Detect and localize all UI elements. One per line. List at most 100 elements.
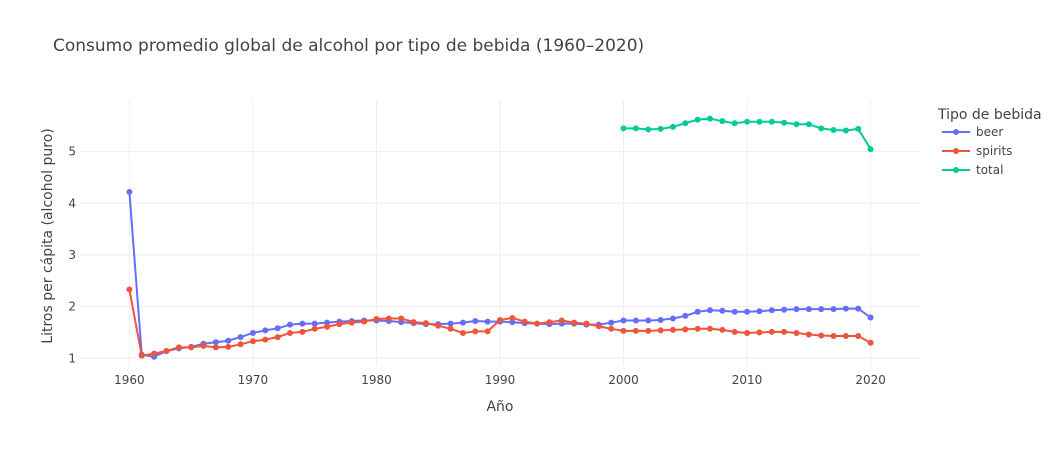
data-point — [818, 125, 825, 132]
data-point — [422, 320, 429, 327]
data-point — [324, 323, 331, 330]
data-point — [608, 319, 615, 326]
legend-swatch-marker — [953, 167, 959, 173]
data-point — [694, 325, 701, 332]
data-point — [398, 315, 405, 322]
data-point — [781, 306, 788, 313]
data-point — [707, 115, 713, 122]
data-point — [126, 188, 133, 195]
data-point — [274, 334, 281, 341]
data-point — [830, 126, 837, 133]
data-point — [521, 318, 528, 325]
data-point — [299, 320, 306, 327]
data-point — [620, 125, 627, 132]
data-point — [805, 306, 812, 313]
data-point — [805, 121, 812, 128]
y-tick-label: 3 — [68, 248, 76, 262]
data-point — [151, 350, 158, 357]
data-point — [855, 333, 862, 340]
legend-item-total[interactable]: total — [942, 163, 1003, 177]
data-point — [657, 327, 664, 334]
data-point — [459, 329, 466, 336]
x-tick-label: 2010 — [732, 373, 763, 387]
data-point — [163, 348, 170, 355]
data-point — [459, 319, 466, 326]
data-point — [534, 320, 541, 327]
series-group — [126, 115, 874, 360]
data-point — [707, 307, 713, 314]
y-tick-label: 2 — [68, 300, 76, 314]
data-point — [855, 305, 862, 312]
legend-label: total — [976, 163, 1003, 177]
data-point — [830, 306, 837, 313]
legend-label: spirits — [976, 144, 1012, 158]
data-point — [385, 315, 392, 322]
data-point — [818, 306, 825, 313]
data-point — [793, 121, 800, 128]
data-point — [632, 327, 639, 334]
data-point — [744, 118, 751, 125]
data-point — [744, 329, 751, 336]
data-point — [126, 286, 133, 293]
legend-label: beer — [976, 125, 1003, 139]
data-point — [682, 326, 689, 333]
data-point — [731, 308, 738, 315]
data-point — [731, 328, 738, 335]
x-tick-label: 1970 — [238, 373, 269, 387]
data-point — [768, 118, 775, 125]
legend-title: Tipo de bebida — [937, 107, 1042, 123]
data-point — [447, 325, 454, 332]
data-point — [324, 319, 331, 326]
data-point — [669, 326, 676, 333]
data-point — [249, 338, 256, 345]
data-point — [373, 315, 380, 322]
data-point — [583, 320, 590, 327]
data-point — [682, 312, 689, 319]
data-point — [484, 328, 491, 335]
data-point — [225, 343, 232, 350]
data-point — [509, 319, 516, 326]
data-point — [237, 334, 244, 341]
data-point — [287, 329, 293, 336]
data-point — [842, 305, 849, 312]
y-axis-ticks: 1 2 3 4 5 — [68, 145, 76, 366]
legend: Tipo de bebida beer spirits total — [937, 107, 1042, 177]
data-point — [867, 339, 874, 346]
data-point — [175, 344, 182, 351]
data-point — [509, 314, 516, 321]
x-tick-label: 2020 — [855, 373, 886, 387]
data-point — [472, 328, 479, 335]
data-point — [756, 329, 763, 336]
data-point — [361, 318, 368, 325]
data-point — [212, 339, 219, 346]
data-point — [620, 317, 627, 324]
data-point — [249, 329, 256, 336]
data-point — [484, 318, 491, 325]
data-point — [188, 344, 195, 351]
data-point — [348, 319, 355, 326]
series-total — [620, 115, 874, 153]
data-point — [682, 120, 689, 127]
data-point — [756, 308, 763, 315]
x-tick-label: 1990 — [485, 373, 516, 387]
data-point — [781, 119, 788, 126]
data-point — [311, 320, 318, 327]
data-point — [311, 325, 318, 332]
data-point — [138, 352, 145, 359]
data-point — [842, 127, 849, 134]
data-point — [744, 308, 751, 315]
legend-item-spirits[interactable]: spirits — [942, 144, 1012, 158]
y-axis-title: Litros per cápita (alcohol puro) — [40, 128, 56, 343]
data-point — [756, 118, 763, 125]
data-point — [262, 327, 269, 334]
data-point — [719, 118, 726, 125]
data-point — [719, 307, 726, 314]
legend-swatch-marker — [953, 129, 959, 135]
data-point — [497, 317, 503, 324]
legend-item-beer[interactable]: beer — [942, 125, 1003, 139]
data-point — [818, 332, 825, 339]
data-point — [805, 331, 812, 338]
data-point — [707, 325, 713, 332]
data-point — [793, 329, 800, 336]
data-point — [645, 327, 652, 334]
